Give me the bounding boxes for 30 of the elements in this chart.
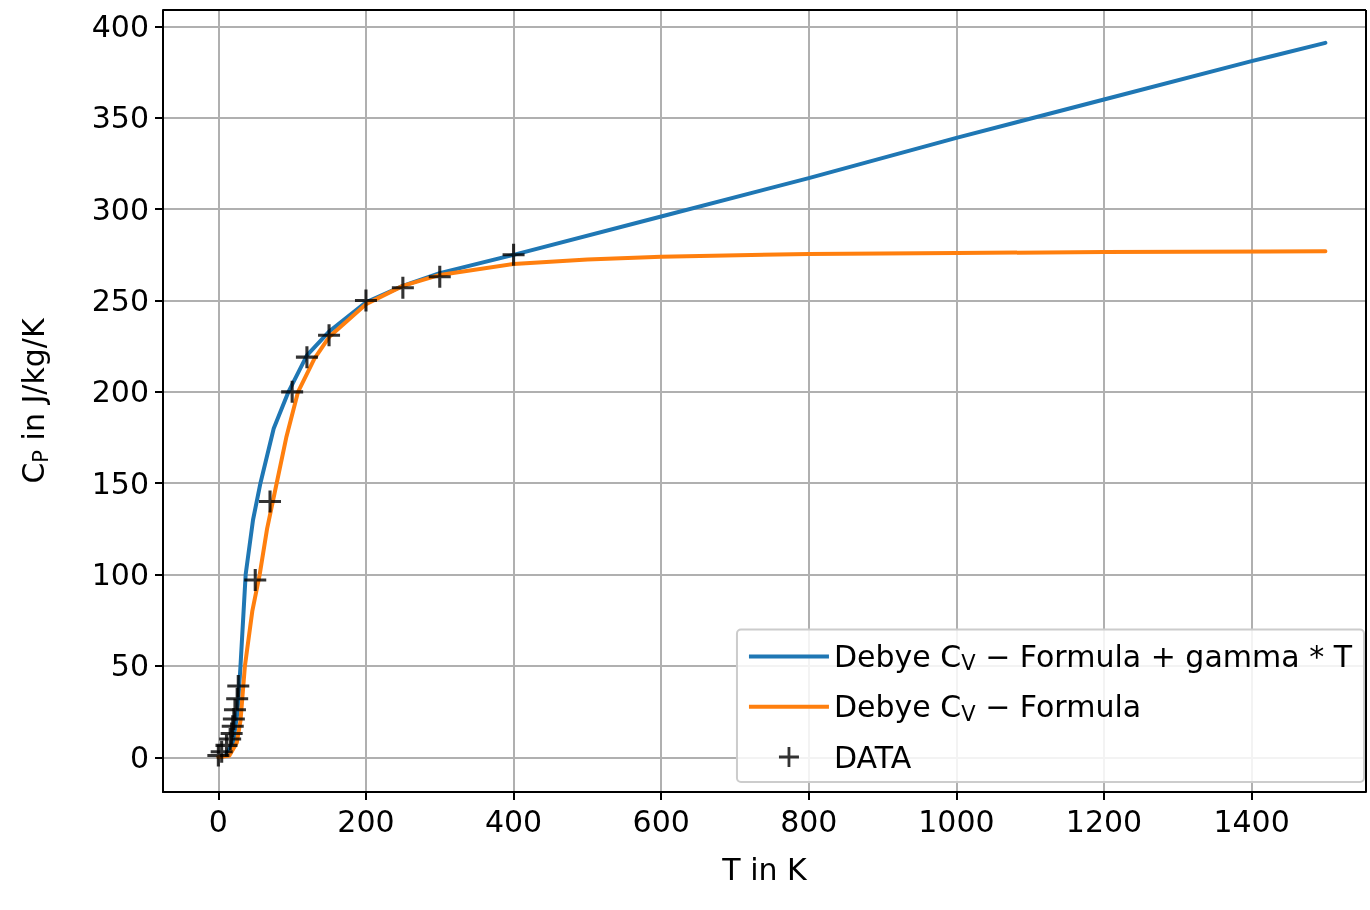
x-tick-label: 1400 <box>1213 803 1290 839</box>
point <box>227 675 250 698</box>
x-axis-title: T in K <box>721 851 809 887</box>
y-tick-label: 350 <box>91 100 149 136</box>
legend-label: DATA <box>833 739 912 775</box>
y-tick-label: 300 <box>91 191 149 227</box>
x-tick-label: 1000 <box>918 803 995 839</box>
x-tick-label: 400 <box>484 803 543 839</box>
point <box>354 289 377 312</box>
point <box>428 265 451 288</box>
point <box>281 380 304 403</box>
y-tick-label: 50 <box>110 648 149 684</box>
y-tick-label: 0 <box>129 739 149 775</box>
point <box>295 346 318 369</box>
y-tick-label: 400 <box>91 8 149 44</box>
y-tick-label: 150 <box>91 465 149 501</box>
x-tick-label: 800 <box>780 803 838 839</box>
x-tick-label: 600 <box>632 803 690 839</box>
point <box>259 490 282 513</box>
point <box>391 276 414 299</box>
y-axis-title: CP in J/kg/K <box>16 317 53 484</box>
y-tick-label: 100 <box>91 557 149 593</box>
x-tick-label: 0 <box>208 803 228 839</box>
y-tick-label: 250 <box>91 283 149 319</box>
x-tick-label: 200 <box>337 803 395 839</box>
point <box>244 569 267 592</box>
y-tick-label: 200 <box>91 374 149 410</box>
point <box>318 324 341 347</box>
point <box>502 243 525 266</box>
x-tick-label: 1200 <box>1065 803 1143 839</box>
